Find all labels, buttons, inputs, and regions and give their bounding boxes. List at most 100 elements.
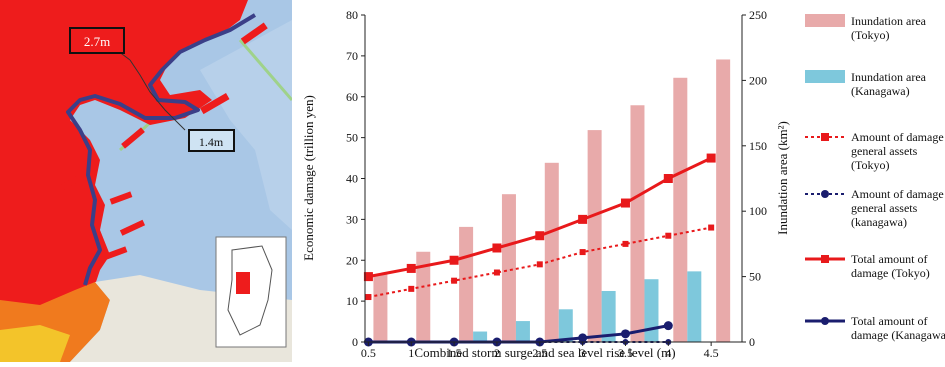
bridge-line (238, 39, 294, 101)
legend-label: Inundation area (Tokyo) (851, 14, 927, 42)
y-tick-label: 20 (346, 253, 358, 267)
legend-swatch-marker (821, 133, 829, 141)
y2-axis-label: Inundation area (km²) (775, 121, 790, 235)
y-tick-label: 80 (346, 8, 358, 22)
y2-tick-label: 0 (749, 335, 755, 349)
legend-label: Total amount of damage (Kanagawa) (851, 314, 945, 342)
bars-layer (373, 59, 731, 343)
legend-general-assets-kanagawa: Amount of damage forgeneral assets(kanag… (805, 187, 945, 229)
marker-circle (578, 333, 588, 343)
map-svg: 2.7m 1.4m (0, 0, 294, 362)
x-tick-label: 2.5 (532, 346, 547, 360)
label-2-7m-text: 2.7m (84, 34, 110, 49)
x-tick-label: 4 (665, 346, 671, 360)
legend-label: Amount of damage forgeneral assets(kanag… (851, 187, 945, 229)
marker-square (536, 261, 543, 268)
x-tick-label: 1 (408, 346, 414, 360)
legend: Inundation area (Tokyo) Inundation area (Ka… (805, 14, 945, 342)
legend-general-assets-tokyo: Amount of damage forgeneral assets(Tokyo… (805, 130, 945, 172)
y-tick-label: 50 (346, 131, 358, 145)
marker-square (578, 214, 588, 224)
flood-boundary (66, 13, 257, 286)
marker-square (408, 285, 415, 292)
inset-highlight (236, 272, 250, 294)
y-tick-label: 30 (346, 212, 358, 226)
label-2-7m: 2.7m (69, 27, 125, 54)
label-1-4m-text: 1.4m (199, 135, 224, 149)
legend-inundation-kanagawa: Inundation area (Kanagawa) (805, 70, 927, 98)
bar-inundation-tokyo (544, 162, 559, 342)
bar-inundation-tokyo (459, 226, 474, 342)
marker-square (706, 153, 716, 163)
marker-square (708, 224, 715, 231)
legend-total-tokyo: Total amount of damage (Tokyo) (805, 252, 930, 280)
bar-inundation-tokyo (501, 194, 516, 342)
y2-tick-label: 150 (749, 139, 767, 153)
label-1-4m: 1.4m (188, 129, 235, 152)
legend-label: Amount of damage forgeneral assets(Tokyo… (851, 130, 945, 172)
marker-square (493, 269, 500, 276)
bar-inundation-kanagawa (601, 290, 616, 342)
y-tick-label: 40 (346, 172, 358, 186)
marker-square (365, 294, 372, 301)
x-tick-label: 3.5 (618, 346, 633, 360)
bar-inundation-tokyo (416, 251, 431, 342)
bar-inundation-kanagawa (515, 321, 530, 342)
inundation-map: 2.7m 1.4m (0, 0, 294, 362)
x-tick-label: 2 (494, 346, 500, 360)
flood-zone-high (0, 0, 248, 312)
x-tick-label: 3 (580, 346, 586, 360)
legend-label: Total amount of damage (Tokyo) (851, 252, 930, 280)
damage-chart: 0 10 20 30 40 50 60 70 80 0 50 100 150 200 250 0.5 1 1.5 2… (300, 0, 945, 362)
x-axis-label: Combined storm surge and sea level rise … (414, 345, 675, 360)
legend-swatch-marker (821, 317, 829, 325)
y-tick-label: 0 (352, 335, 358, 349)
marker-square (451, 277, 458, 284)
y2-tick-label: 250 (749, 8, 767, 22)
bar-inundation-kanagawa (558, 309, 573, 342)
y-tick-label: 10 (346, 294, 358, 308)
piers (59, 22, 268, 260)
marker-square (492, 243, 502, 253)
legend-label: Inundation area (Kanagawa) (851, 70, 927, 98)
legend-swatch (805, 14, 845, 27)
marker-square (620, 198, 630, 208)
legend-swatch-marker (821, 255, 829, 263)
y2-tick-label: 50 (749, 270, 761, 284)
y2-tick-label: 200 (749, 73, 767, 87)
bar-inundation-tokyo (673, 77, 688, 342)
bar-inundation-tokyo (630, 105, 645, 342)
x-tick-label: 4.5 (704, 346, 719, 360)
marker-square (665, 232, 672, 239)
x-tick-label: 1.5 (447, 346, 462, 360)
legend-swatch (805, 70, 845, 83)
legend-total-kanagawa: Total amount of damage (Kanagawa) (805, 314, 945, 342)
bar-inundation-tokyo (587, 130, 602, 342)
y-tick-label: 70 (346, 49, 358, 63)
flood-zone-low (0, 325, 70, 362)
x-tick-label: 0.5 (361, 346, 376, 360)
marker-square (363, 272, 373, 282)
bar-inundation-tokyo (716, 59, 731, 343)
y-axis-label: Economic damage (trillion yen) (301, 95, 316, 261)
legend-swatch-marker (821, 190, 829, 198)
marker-square (579, 249, 586, 256)
leader-line-1-4 (129, 59, 186, 131)
inset-locator-map (215, 236, 287, 348)
marker-circle (620, 329, 630, 339)
marker-square (622, 240, 629, 247)
bar-inundation-kanagawa (644, 279, 659, 342)
y-tick-label: 60 (346, 90, 358, 104)
bar-inundation-kanagawa (473, 331, 488, 342)
legend-inundation-tokyo: Inundation area (Tokyo) (805, 14, 927, 42)
y2-tick-label: 100 (749, 204, 767, 218)
marker-square (535, 231, 545, 241)
marker-circle (663, 321, 673, 331)
chart-svg: 0 10 20 30 40 50 60 70 80 0 50 100 150 200 250 0.5 1 1.5 2… (301, 8, 945, 360)
marker-square (663, 174, 673, 183)
bar-inundation-kanagawa (687, 271, 702, 342)
marker-square (449, 255, 459, 265)
axes-layer: 0 10 20 30 40 50 60 70 80 0 50 100 150 200 250 0.5 1 1.5 2… (346, 8, 767, 360)
bar-inundation-tokyo (373, 273, 388, 342)
marker-square (406, 263, 416, 273)
